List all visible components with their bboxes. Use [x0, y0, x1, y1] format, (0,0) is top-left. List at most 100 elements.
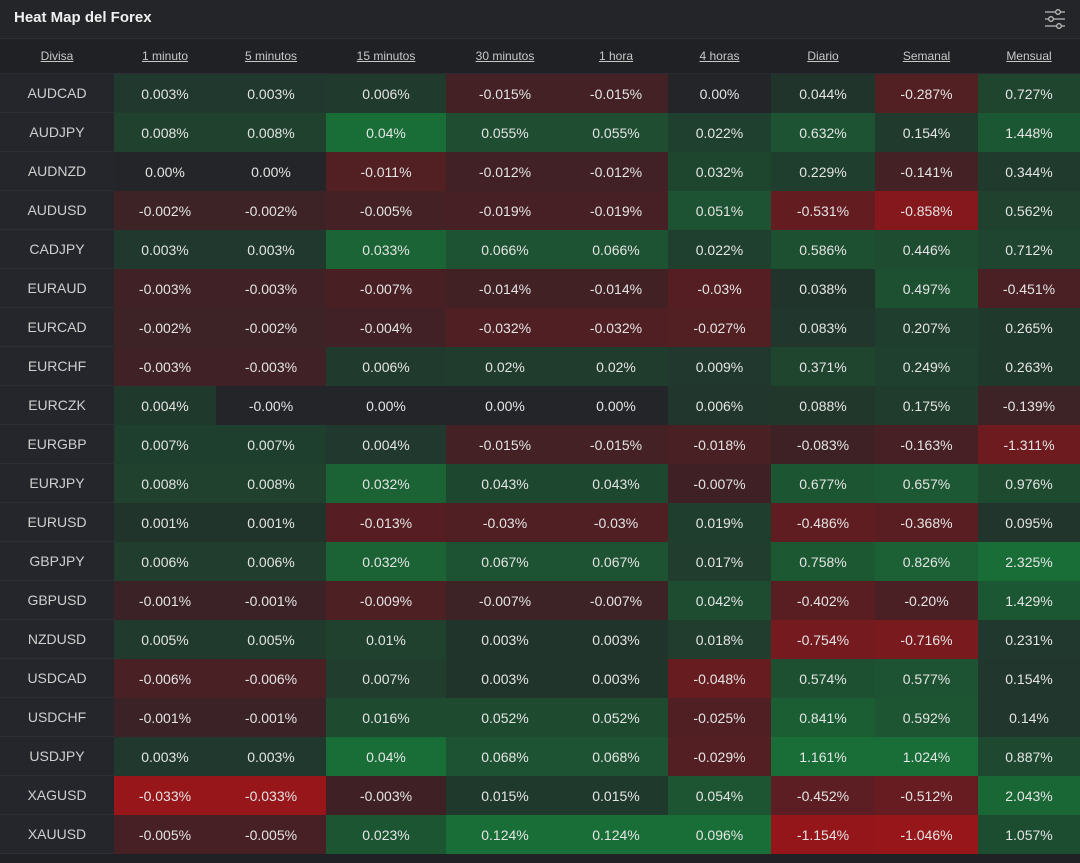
- column-header-3[interactable]: 15 minutos: [356, 49, 416, 63]
- heat-cell[interactable]: 0.003%: [114, 74, 216, 113]
- column-header-0[interactable]: Divisa: [40, 49, 74, 63]
- column-header-8[interactable]: Semanal: [902, 49, 951, 63]
- heat-cell[interactable]: 0.067%: [564, 542, 668, 581]
- heat-cell[interactable]: 0.003%: [564, 620, 668, 659]
- heat-cell[interactable]: 1.429%: [978, 581, 1080, 620]
- heat-cell[interactable]: 0.14%: [978, 698, 1080, 737]
- heat-cell[interactable]: 0.574%: [771, 659, 875, 698]
- heat-cell[interactable]: 0.344%: [978, 152, 1080, 191]
- heat-cell[interactable]: -0.002%: [114, 308, 216, 347]
- heat-cell[interactable]: -0.402%: [771, 581, 875, 620]
- heat-cell[interactable]: 0.015%: [564, 776, 668, 815]
- heat-cell[interactable]: 0.586%: [771, 230, 875, 269]
- heat-cell[interactable]: 0.095%: [978, 503, 1080, 542]
- heat-cell[interactable]: 0.066%: [446, 230, 564, 269]
- heat-cell[interactable]: -0.006%: [216, 659, 326, 698]
- heat-cell[interactable]: 0.083%: [771, 308, 875, 347]
- heat-cell[interactable]: -0.287%: [875, 74, 978, 113]
- heat-cell[interactable]: 0.007%: [216, 425, 326, 464]
- heat-cell[interactable]: -0.001%: [114, 581, 216, 620]
- heat-cell[interactable]: 0.022%: [668, 230, 771, 269]
- heat-cell[interactable]: -0.486%: [771, 503, 875, 542]
- heat-cell[interactable]: -0.03%: [446, 503, 564, 542]
- heat-cell[interactable]: -0.012%: [446, 152, 564, 191]
- heat-cell[interactable]: 0.00%: [216, 152, 326, 191]
- heat-cell[interactable]: 0.055%: [446, 113, 564, 152]
- heat-cell[interactable]: -0.007%: [326, 269, 446, 308]
- heat-cell[interactable]: 0.042%: [668, 581, 771, 620]
- heat-cell[interactable]: -0.001%: [114, 698, 216, 737]
- heat-cell[interactable]: 0.003%: [446, 620, 564, 659]
- heat-cell[interactable]: 0.562%: [978, 191, 1080, 230]
- heat-cell[interactable]: 0.001%: [114, 503, 216, 542]
- heat-cell[interactable]: 0.032%: [326, 542, 446, 581]
- heat-cell[interactable]: 0.066%: [564, 230, 668, 269]
- heat-cell[interactable]: -0.007%: [564, 581, 668, 620]
- heat-cell[interactable]: 0.055%: [564, 113, 668, 152]
- heat-cell[interactable]: 0.727%: [978, 74, 1080, 113]
- heat-cell[interactable]: 0.887%: [978, 737, 1080, 776]
- heat-cell[interactable]: -0.005%: [114, 815, 216, 854]
- heat-cell[interactable]: -0.368%: [875, 503, 978, 542]
- heat-cell[interactable]: 0.052%: [564, 698, 668, 737]
- heat-cell[interactable]: 0.016%: [326, 698, 446, 737]
- heat-cell[interactable]: 0.022%: [668, 113, 771, 152]
- heat-cell[interactable]: -0.048%: [668, 659, 771, 698]
- heat-cell[interactable]: 0.231%: [978, 620, 1080, 659]
- heat-cell[interactable]: 0.008%: [216, 464, 326, 503]
- heat-cell[interactable]: 0.003%: [216, 74, 326, 113]
- heat-cell[interactable]: 0.02%: [446, 347, 564, 386]
- heat-cell[interactable]: -0.141%: [875, 152, 978, 191]
- heat-cell[interactable]: -0.001%: [216, 698, 326, 737]
- heat-cell[interactable]: -0.003%: [114, 347, 216, 386]
- heat-cell[interactable]: -0.003%: [216, 347, 326, 386]
- heat-cell[interactable]: -0.001%: [216, 581, 326, 620]
- heat-cell[interactable]: 0.032%: [326, 464, 446, 503]
- heat-cell[interactable]: -0.014%: [446, 269, 564, 308]
- column-header-5[interactable]: 1 hora: [598, 49, 634, 63]
- heat-cell[interactable]: 0.009%: [668, 347, 771, 386]
- heat-cell[interactable]: -0.20%: [875, 581, 978, 620]
- heat-cell[interactable]: -0.005%: [216, 815, 326, 854]
- heat-cell[interactable]: -0.002%: [114, 191, 216, 230]
- heat-cell[interactable]: -0.00%: [216, 386, 326, 425]
- heat-cell[interactable]: 0.015%: [446, 776, 564, 815]
- column-header-6[interactable]: 4 horas: [699, 49, 740, 63]
- heat-cell[interactable]: 0.043%: [446, 464, 564, 503]
- heat-cell[interactable]: -0.003%: [326, 776, 446, 815]
- heat-cell[interactable]: 1.448%: [978, 113, 1080, 152]
- heat-cell[interactable]: -1.154%: [771, 815, 875, 854]
- heat-cell[interactable]: 0.051%: [668, 191, 771, 230]
- settings-sliders-icon[interactable]: [1042, 6, 1068, 32]
- heat-cell[interactable]: 0.017%: [668, 542, 771, 581]
- heat-cell[interactable]: -0.019%: [564, 191, 668, 230]
- heat-cell[interactable]: 0.175%: [875, 386, 978, 425]
- heat-cell[interactable]: -0.015%: [564, 74, 668, 113]
- heat-cell[interactable]: 0.033%: [326, 230, 446, 269]
- heat-cell[interactable]: 0.124%: [446, 815, 564, 854]
- heat-cell[interactable]: -0.139%: [978, 386, 1080, 425]
- heat-cell[interactable]: -0.451%: [978, 269, 1080, 308]
- heat-cell[interactable]: 0.052%: [446, 698, 564, 737]
- heat-cell[interactable]: 0.04%: [326, 737, 446, 776]
- heat-cell[interactable]: -0.03%: [668, 269, 771, 308]
- heat-cell[interactable]: 0.00%: [114, 152, 216, 191]
- heat-cell[interactable]: 0.265%: [978, 308, 1080, 347]
- heat-cell[interactable]: 0.00%: [564, 386, 668, 425]
- heat-cell[interactable]: -0.003%: [114, 269, 216, 308]
- heat-cell[interactable]: -1.311%: [978, 425, 1080, 464]
- heat-cell[interactable]: 0.044%: [771, 74, 875, 113]
- heat-cell[interactable]: 0.023%: [326, 815, 446, 854]
- heat-cell[interactable]: 0.054%: [668, 776, 771, 815]
- heat-cell[interactable]: 0.592%: [875, 698, 978, 737]
- column-header-1[interactable]: 1 minuto: [141, 49, 189, 63]
- heat-cell[interactable]: 0.497%: [875, 269, 978, 308]
- heat-cell[interactable]: 0.00%: [326, 386, 446, 425]
- heat-cell[interactable]: 0.003%: [564, 659, 668, 698]
- heat-cell[interactable]: 0.207%: [875, 308, 978, 347]
- heat-cell[interactable]: -0.027%: [668, 308, 771, 347]
- column-header-4[interactable]: 30 minutos: [475, 49, 535, 63]
- heat-cell[interactable]: 0.018%: [668, 620, 771, 659]
- heat-cell[interactable]: 0.043%: [564, 464, 668, 503]
- heat-cell[interactable]: 0.005%: [114, 620, 216, 659]
